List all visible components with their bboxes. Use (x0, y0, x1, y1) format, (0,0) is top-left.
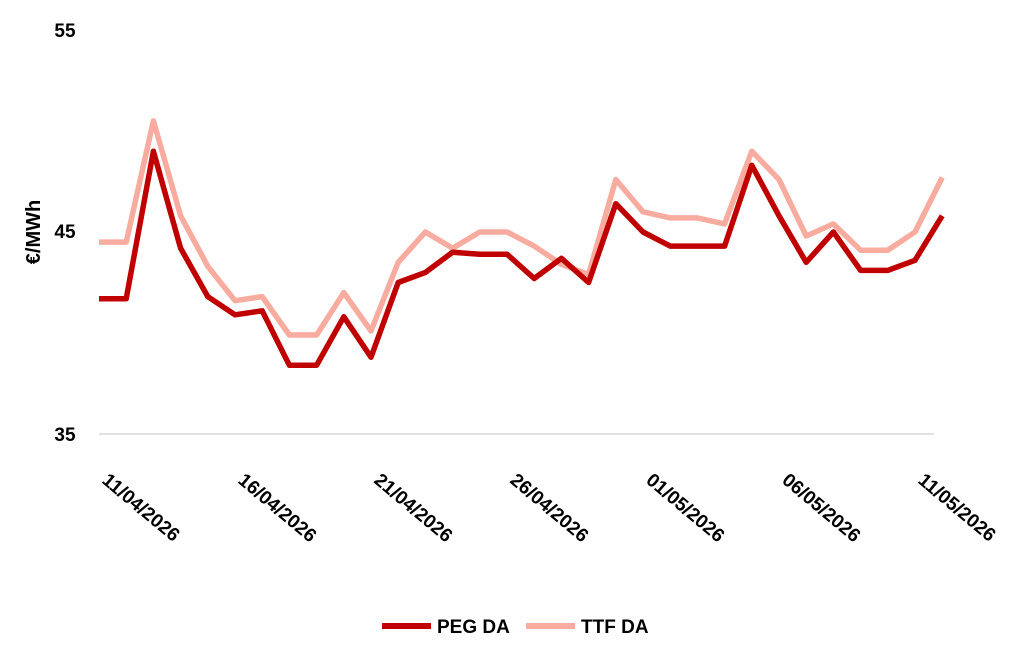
series-line-ttf-da (99, 118, 945, 338)
legend-label-ttf-da: TTF DA (581, 617, 649, 638)
x-tick-label: 21/04/2026 (370, 470, 456, 547)
y-tick-label-35: 35 (54, 425, 76, 446)
x-tick-label: 11/05/2026 (914, 470, 1000, 547)
y-axis-label: €/MWh (23, 200, 45, 264)
x-tick-label: 01/05/2026 (642, 470, 728, 547)
y-tick-label-55: 55 (54, 21, 76, 42)
series-layer (99, 118, 945, 369)
x-tick-label: 11/04/2026 (98, 470, 184, 547)
y-tick-label-45: 45 (54, 222, 76, 243)
x-tick-labels: 11/04/2026 16/04/2026 21/04/2026 26/04/2… (98, 470, 1000, 547)
legend: PEG DA TTF DA (382, 617, 649, 638)
legend-label-peg-da: PEG DA (437, 617, 510, 638)
series-line-peg-da (99, 148, 945, 369)
x-tick-label: 16/04/2026 (234, 470, 320, 547)
x-tick-label: 06/05/2026 (778, 470, 864, 547)
x-tick-label: 26/04/2026 (506, 470, 592, 547)
